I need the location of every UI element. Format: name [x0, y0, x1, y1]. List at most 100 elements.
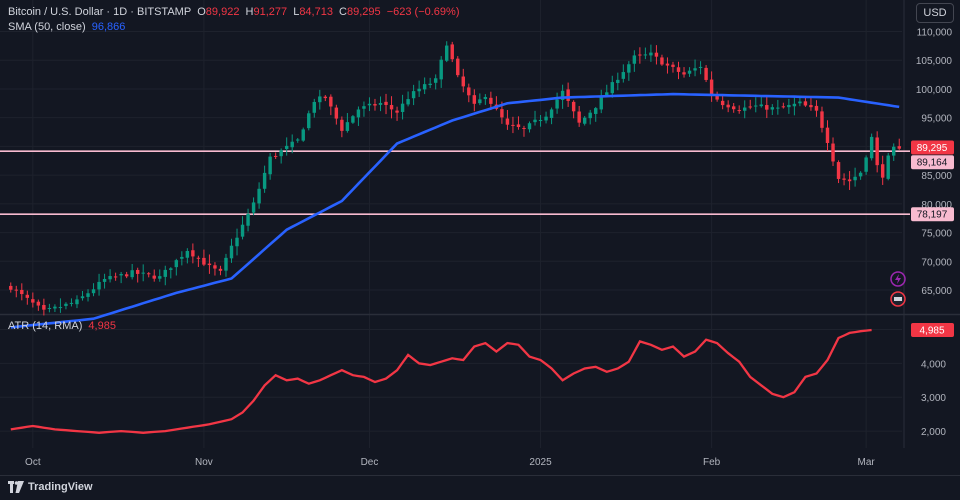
- candle-body: [218, 268, 223, 271]
- candle-body: [428, 83, 432, 86]
- candle-body: [69, 302, 74, 304]
- candle-body: [251, 202, 256, 213]
- candle-body: [91, 289, 96, 294]
- candle-body: [566, 89, 570, 101]
- candle-body: [102, 278, 107, 282]
- candle-body: [858, 172, 863, 177]
- chart-canvas[interactable]: 65,00070,00075,00080,00085,00090,00095,0…: [0, 0, 960, 475]
- candle-body: [500, 109, 504, 118]
- candles: [9, 41, 901, 316]
- symbol-legend[interactable]: Bitcoin / U.S. Dollar · 1D · BITSTAMP O8…: [8, 6, 462, 18]
- candle-body: [389, 105, 394, 110]
- low-label: L: [293, 6, 300, 18]
- candle-body: [80, 296, 85, 299]
- price-tick-label: 70,000: [921, 257, 952, 268]
- chart-background: [0, 0, 960, 475]
- candle-body: [196, 257, 201, 259]
- tradingview-brand[interactable]: TradingView: [28, 481, 93, 493]
- candle-body: [257, 188, 261, 204]
- candle-body: [665, 63, 670, 66]
- candle-body: [483, 97, 488, 100]
- candle-body: [605, 92, 609, 96]
- atr-tick-label: 3,000: [921, 393, 946, 404]
- candle-body: [378, 102, 383, 105]
- candle-body: [53, 306, 57, 309]
- candle-body: [147, 273, 151, 275]
- candle-body: [273, 155, 278, 157]
- candle-body: [693, 68, 697, 71]
- candle-body: [224, 257, 228, 271]
- candle-body: [831, 143, 835, 162]
- atr-last-label: 4,985: [919, 326, 944, 337]
- candle-body: [141, 272, 145, 274]
- time-tick-label: Feb: [703, 457, 721, 468]
- candle-body: [213, 265, 217, 269]
- candle-body: [754, 105, 758, 107]
- candle-body: [610, 82, 614, 94]
- candle-body: [323, 96, 328, 99]
- last-price-label-bg: [911, 140, 954, 155]
- candle-body: [86, 293, 90, 297]
- candle-body: [472, 95, 477, 104]
- atr-tick-label: 2,000: [921, 427, 946, 438]
- candle-body: [108, 276, 112, 280]
- candle-body: [726, 104, 730, 108]
- candle-body: [58, 307, 63, 309]
- currency-button[interactable]: USD: [916, 3, 954, 23]
- candle-body: [296, 139, 300, 141]
- candle-body: [406, 99, 410, 105]
- candle-body: [571, 101, 576, 112]
- candle-body: [820, 111, 824, 128]
- candle-body: [174, 260, 179, 268]
- candle-body: [715, 95, 719, 100]
- price-tick-label: 105,000: [916, 56, 953, 67]
- axis-price-labels: 89,295 89,164 78,197 4,985: [911, 140, 954, 338]
- hline-label-89164: 89,164: [917, 158, 948, 169]
- time-tick-label: 2025: [529, 457, 552, 468]
- candle-body: [698, 66, 703, 68]
- candle-body: [14, 289, 18, 291]
- candle-body: [340, 119, 344, 131]
- atr-legend[interactable]: ATR (14, RMA) 4,985: [8, 320, 119, 332]
- candle-body: [704, 67, 708, 80]
- atr-tick-label: 4,000: [921, 359, 946, 370]
- candle-body: [582, 117, 587, 124]
- candle-body: [334, 107, 339, 119]
- candle-body: [301, 129, 305, 141]
- candle-body: [36, 301, 41, 306]
- candle-body: [638, 54, 642, 56]
- candle-body: [312, 101, 316, 113]
- candle-body: [240, 224, 245, 237]
- price-tick-label: 110,000: [917, 27, 953, 38]
- candle-body: [400, 103, 405, 112]
- candle-body: [897, 146, 901, 149]
- candle-body: [279, 150, 283, 157]
- candle-body: [97, 281, 101, 290]
- candle-body: [682, 72, 686, 75]
- candle-body: [522, 128, 526, 130]
- atr-series: [10, 328, 872, 434]
- lightning-icon[interactable]: [890, 271, 906, 287]
- sma-legend[interactable]: SMA (50, close) 96,866: [8, 21, 128, 33]
- candle-body: [787, 104, 791, 108]
- candle-body: [798, 101, 802, 104]
- candle-body: [538, 119, 543, 122]
- candle-body: [384, 101, 388, 105]
- candle-body: [268, 156, 272, 175]
- candle-body: [31, 299, 35, 303]
- candle-body: [649, 52, 653, 56]
- tradingview-logo-icon[interactable]: [8, 481, 24, 493]
- sma-value: 96,866: [91, 21, 126, 33]
- candle-body: [461, 76, 465, 87]
- candle-body: [560, 90, 565, 100]
- candle-body: [450, 44, 454, 60]
- candle-body: [411, 91, 416, 99]
- open-label: O: [197, 6, 206, 18]
- candle-body: [671, 64, 675, 67]
- candle-body: [864, 157, 868, 172]
- candle-body: [433, 78, 438, 83]
- candle-body: [130, 270, 134, 278]
- candle-body: [743, 107, 747, 111]
- candle-body: [362, 106, 366, 109]
- time-axis[interactable]: Oct Nov Dec 2025 Feb Mar: [25, 457, 875, 468]
